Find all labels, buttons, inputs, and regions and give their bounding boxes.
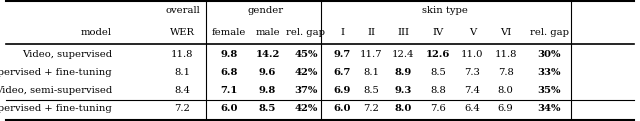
Text: 7.8: 7.8 xyxy=(498,68,513,77)
Text: 6.0: 6.0 xyxy=(333,104,351,113)
Text: 12.6: 12.6 xyxy=(426,50,451,59)
Text: Video, semi-supervised + fine-tuning: Video, semi-supervised + fine-tuning xyxy=(0,104,112,113)
Text: III: III xyxy=(397,28,409,37)
Text: 6.9: 6.9 xyxy=(333,86,351,95)
Text: 7.4: 7.4 xyxy=(465,86,480,95)
Text: 8.0: 8.0 xyxy=(394,104,412,113)
Text: 14.2: 14.2 xyxy=(255,50,280,59)
Text: overall: overall xyxy=(165,6,200,15)
Text: 8.0: 8.0 xyxy=(498,86,513,95)
Text: II: II xyxy=(367,28,375,37)
Text: 8.8: 8.8 xyxy=(431,86,446,95)
Text: V: V xyxy=(468,28,476,37)
Text: 33%: 33% xyxy=(538,68,561,77)
Text: VI: VI xyxy=(500,28,511,37)
Text: IV: IV xyxy=(433,28,444,37)
Text: 42%: 42% xyxy=(294,68,317,77)
Text: 11.7: 11.7 xyxy=(360,50,383,59)
Text: 8.5: 8.5 xyxy=(259,104,276,113)
Text: skin type: skin type xyxy=(422,6,468,15)
Text: 6.0: 6.0 xyxy=(220,104,238,113)
Text: 8.5: 8.5 xyxy=(431,68,446,77)
Text: 12.4: 12.4 xyxy=(392,50,415,59)
Text: 8.5: 8.5 xyxy=(364,86,379,95)
Text: 9.7: 9.7 xyxy=(334,50,351,59)
Text: 37%: 37% xyxy=(294,86,317,95)
Text: female: female xyxy=(212,28,246,37)
Text: model: model xyxy=(81,28,112,37)
Text: 8.1: 8.1 xyxy=(364,68,379,77)
Text: Video, supervised: Video, supervised xyxy=(22,50,112,59)
Text: 7.3: 7.3 xyxy=(465,68,480,77)
Text: 11.0: 11.0 xyxy=(461,50,484,59)
Text: Video, semi-supervised: Video, semi-supervised xyxy=(0,86,112,95)
Text: male: male xyxy=(255,28,280,37)
Text: 8.9: 8.9 xyxy=(395,68,412,77)
Text: 35%: 35% xyxy=(538,86,561,95)
Text: WER: WER xyxy=(170,28,195,37)
Text: 9.8: 9.8 xyxy=(221,50,237,59)
Text: 6.4: 6.4 xyxy=(465,104,480,113)
Text: 8.4: 8.4 xyxy=(174,86,191,95)
Text: 7.2: 7.2 xyxy=(175,104,190,113)
Text: rel. gap: rel. gap xyxy=(287,28,325,37)
Text: 6.9: 6.9 xyxy=(498,104,513,113)
Text: 9.6: 9.6 xyxy=(259,68,276,77)
Text: 7.1: 7.1 xyxy=(220,86,238,95)
Text: Video, supervised + fine-tuning: Video, supervised + fine-tuning xyxy=(0,68,112,77)
Text: 6.8: 6.8 xyxy=(220,68,238,77)
Text: 30%: 30% xyxy=(538,50,561,59)
Text: I: I xyxy=(340,28,344,37)
Text: 42%: 42% xyxy=(294,104,317,113)
Text: 9.8: 9.8 xyxy=(259,86,276,95)
Text: gender: gender xyxy=(248,6,284,15)
Text: 45%: 45% xyxy=(294,50,317,59)
Text: 8.1: 8.1 xyxy=(174,68,191,77)
Text: 6.7: 6.7 xyxy=(333,68,351,77)
Text: 7.2: 7.2 xyxy=(364,104,379,113)
Text: 34%: 34% xyxy=(538,104,561,113)
Text: 9.3: 9.3 xyxy=(394,86,412,95)
Text: 7.6: 7.6 xyxy=(431,104,446,113)
Text: rel. gap: rel. gap xyxy=(530,28,568,37)
Text: 11.8: 11.8 xyxy=(171,50,194,59)
Text: 11.8: 11.8 xyxy=(494,50,517,59)
